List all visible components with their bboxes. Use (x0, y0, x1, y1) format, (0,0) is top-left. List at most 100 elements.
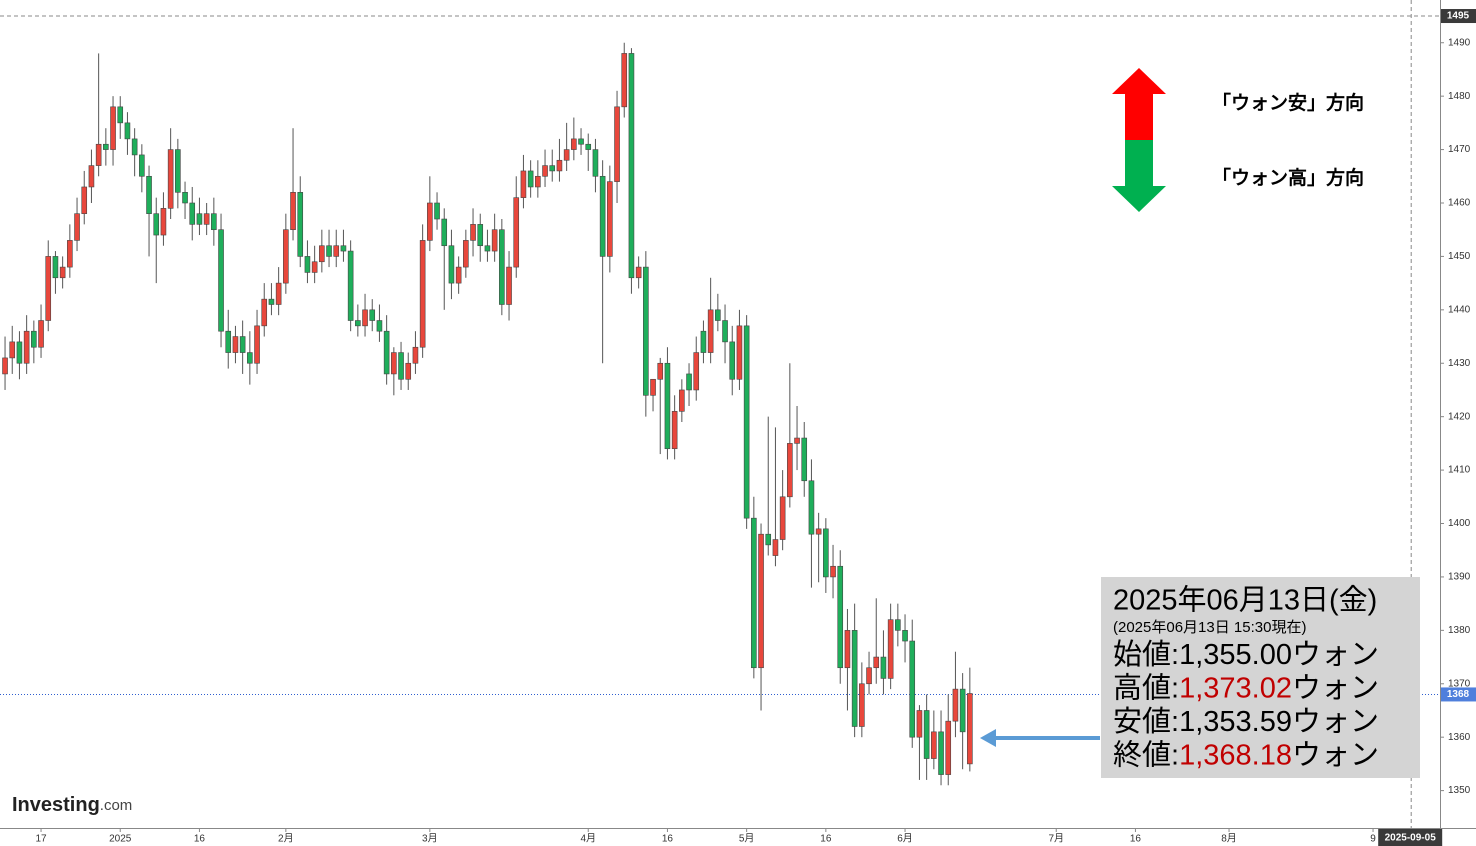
candle-body (23, 330, 30, 364)
info-row-value: 1,368.18 (1179, 739, 1292, 771)
candle-body (931, 731, 937, 759)
candle-body (851, 630, 858, 727)
candle-body (628, 53, 635, 279)
candle-body (412, 346, 419, 364)
legend-down-text: 「ウォン高」方向 (1212, 166, 1364, 189)
candle-body (758, 533, 764, 669)
candle-body (45, 256, 52, 321)
info-rows: 始値:1,355.00ウォン高値:1,373.02ウォン安値:1,353.59ウ… (1113, 638, 1379, 772)
info-row-unit: ウォン (1292, 706, 1379, 738)
candle-body (95, 143, 102, 166)
x-tick-label: 3月 (422, 833, 438, 845)
candle-body (16, 341, 23, 364)
x-tick-label: 16 (1130, 834, 1142, 845)
x-tick-label: 16 (662, 834, 674, 845)
x-tick-label: 16 (194, 834, 206, 845)
candle-body (304, 256, 311, 273)
candle-body (470, 224, 476, 241)
info-row-label: 始値: (1113, 638, 1179, 671)
candle-body (448, 245, 455, 284)
candle-body (635, 266, 642, 279)
candle-body (535, 175, 541, 188)
direction-legend: 「ウォン安」方向 「ウォン高」方向 (1112, 68, 1364, 212)
candle-body (146, 175, 152, 214)
candle-body (254, 325, 260, 364)
candle-body (405, 362, 412, 380)
candle-body (477, 224, 484, 247)
candle-body (275, 282, 282, 305)
candle-body (311, 261, 318, 273)
candle-body (218, 229, 224, 332)
x-tick-label: 2025 (109, 834, 132, 845)
candle-body (844, 630, 851, 669)
candle-body (52, 256, 59, 279)
logo-name: Investing (12, 794, 100, 816)
candle-body (650, 378, 656, 396)
candle-body (67, 240, 73, 268)
candle-body (484, 245, 491, 252)
info-box: 2025年06月13日(金) (2025年06月13日 15:30現在) 始値:… (1101, 577, 1420, 778)
candle-body (657, 362, 664, 380)
candle-body (693, 352, 700, 391)
candle-body (297, 192, 304, 257)
candle-body (923, 710, 930, 759)
pointer-head (980, 729, 996, 747)
info-row-unit: ウォン (1292, 739, 1379, 771)
candle-body (441, 218, 448, 247)
last-price-tag-bg (1441, 687, 1476, 702)
candle-body (81, 186, 88, 214)
candle-body (31, 330, 37, 348)
candle-body (787, 443, 793, 498)
candle-body (369, 309, 376, 321)
candle-body (556, 159, 563, 172)
candle-body (391, 352, 397, 375)
down-arrow (1112, 140, 1166, 212)
candle-body (751, 517, 757, 669)
candle-body (499, 229, 505, 305)
candle-body (239, 336, 246, 353)
candle-body (722, 320, 728, 343)
candle-body (160, 208, 167, 236)
candle-body (837, 565, 844, 669)
candle-body (139, 154, 145, 177)
candle-body (362, 309, 368, 327)
candle-body (801, 437, 808, 482)
candle-body (779, 496, 786, 540)
candle-body (124, 122, 131, 140)
high-tag: 1495 (1447, 11, 1470, 22)
candle-body (326, 245, 332, 257)
candle-body (592, 149, 599, 177)
cursor-tag: 2025-09-05 (1385, 833, 1437, 844)
pointer-arrow (980, 729, 1100, 747)
candle-body (815, 528, 822, 535)
x-tick-label: 9 (1370, 834, 1376, 845)
candle-body (283, 229, 289, 284)
info-row-value: 1,373.02 (1179, 672, 1292, 704)
y-tick-label: 1430 (1448, 358, 1471, 369)
cursor-tag-bg (1378, 829, 1443, 846)
candle-body (182, 192, 188, 204)
candle-body (175, 149, 181, 193)
candle-body (491, 229, 498, 252)
info-row-value: 1,353.59 (1179, 706, 1292, 738)
y-tick-label: 1480 (1448, 91, 1471, 102)
x-tick-label: 6月 (897, 833, 913, 845)
candle-body (225, 330, 232, 353)
candle-body (729, 341, 736, 380)
logo-suffix: .com (100, 797, 133, 814)
x-tick-label: 16 (820, 834, 832, 845)
info-date: 2025年06月13日(金) (1113, 584, 1377, 617)
candle-body (117, 106, 124, 124)
candle-body (945, 720, 952, 775)
y-tick-label: 1400 (1448, 518, 1471, 529)
info-row: 高値:1,373.02ウォン (1113, 671, 1379, 704)
y-tick-label: 1350 (1448, 785, 1471, 796)
candle-body (679, 389, 685, 412)
candle-body (9, 341, 16, 359)
candle-body (700, 330, 707, 353)
candle-body (542, 165, 548, 177)
legend-up-text: 「ウォン安」方向 (1212, 91, 1364, 114)
candle-body (196, 213, 203, 225)
